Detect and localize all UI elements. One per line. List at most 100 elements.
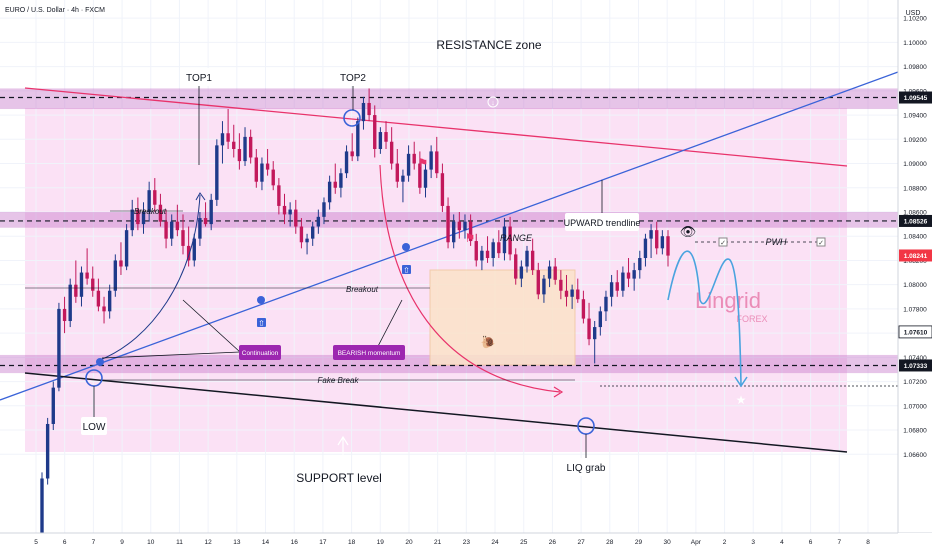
candle-body xyxy=(525,250,529,267)
candle-body xyxy=(68,284,72,322)
bearish-pointer xyxy=(374,299,403,353)
candle-body xyxy=(203,218,208,225)
pwh-label: PWH xyxy=(766,237,787,247)
arrow-up-icon-2 xyxy=(402,265,411,274)
candle-body xyxy=(649,230,653,239)
eye-icon: 👁 xyxy=(680,224,697,239)
candle-body xyxy=(384,132,388,142)
candle-body xyxy=(57,308,61,388)
candle-body xyxy=(570,289,574,297)
candle-body xyxy=(615,282,619,291)
y-tick-label: 1.09400 xyxy=(903,113,927,120)
top2-circle xyxy=(343,109,361,127)
candle-body xyxy=(119,260,123,267)
y-tick-label: 1.10200 xyxy=(903,16,927,23)
candle-body xyxy=(485,250,490,259)
candle-body xyxy=(378,132,383,149)
candle-body xyxy=(260,163,264,182)
candle-body xyxy=(666,236,670,256)
candle-body xyxy=(344,151,349,174)
star-icon: ★ xyxy=(736,393,747,407)
y-tick-label: 1.10000 xyxy=(903,40,927,47)
candle-body xyxy=(643,238,648,259)
upward-trendline-badge xyxy=(565,213,639,231)
support-arrow-head xyxy=(337,435,349,446)
x-tick-label: 17 xyxy=(319,539,327,546)
x-tick-label: 29 xyxy=(635,539,643,546)
y-tick-label: 1.07200 xyxy=(903,379,927,386)
x-tick-label: 13 xyxy=(233,539,241,546)
arrow-up-glyph-1: ⇧ xyxy=(258,319,265,328)
candle-body xyxy=(158,204,163,222)
candle-body xyxy=(497,242,501,254)
y-tick-label: 1.08400 xyxy=(903,234,927,241)
symbol-title: EURO / U.S. Dollar · 4h · FXCM xyxy=(5,7,105,14)
candle-body xyxy=(198,218,202,239)
candle-body xyxy=(339,173,343,188)
x-axis-ticks: 5 6 7 9 10 11 12 13 14 16 17 18 19 20 21 23 24 25 26 27 28 29… xyxy=(34,539,870,546)
candle-body xyxy=(327,181,332,203)
x-tick-label: 10 xyxy=(147,539,155,546)
candle-body xyxy=(107,290,112,312)
continuation-badge xyxy=(239,345,281,360)
candle-body xyxy=(113,260,118,291)
candle-body xyxy=(220,133,225,146)
support-level-label: SUPPORT level xyxy=(296,471,382,485)
candle-body xyxy=(609,282,614,297)
candle-body xyxy=(367,102,371,116)
continuation-label: Continuation xyxy=(242,350,279,357)
x-tick-label: 7 xyxy=(837,539,841,546)
y-tick-label: 1.06600 xyxy=(903,452,927,459)
candle-body xyxy=(147,190,151,212)
check-icon-left xyxy=(718,237,728,247)
continuation-pointer-2 xyxy=(101,351,241,359)
candle-body xyxy=(62,308,67,322)
x-tick-label: 18 xyxy=(348,539,356,546)
candle-body xyxy=(79,272,84,297)
x-tick-label: 27 xyxy=(577,539,585,546)
candle-body xyxy=(553,266,557,280)
price-badge-label: 1.07610 xyxy=(904,329,928,336)
bearish-arrow xyxy=(379,164,561,393)
candle-body xyxy=(576,289,580,300)
candle-body xyxy=(40,478,44,540)
y-tick-label: 1.07800 xyxy=(903,306,927,313)
continuation-pointer-1 xyxy=(182,299,241,353)
candle-body xyxy=(311,226,315,239)
price-badge xyxy=(898,325,932,339)
projection-arrow-head xyxy=(734,376,748,388)
range-box xyxy=(429,269,576,366)
candle-body xyxy=(452,221,456,243)
candle-body xyxy=(124,230,129,267)
candle-body xyxy=(395,163,399,182)
fake-break-label: Fake Break xyxy=(318,376,360,385)
candle-body xyxy=(85,272,89,279)
trend-touch-2 xyxy=(402,243,410,251)
x-tick-label: 19 xyxy=(377,539,385,546)
check-glyph-left: ✓ xyxy=(720,240,726,247)
price-axis[interactable] xyxy=(898,0,932,550)
x-tick-label: 8 xyxy=(866,539,870,546)
time-axis[interactable] xyxy=(0,533,898,550)
candle-body xyxy=(389,141,394,164)
candle-body xyxy=(350,151,354,157)
candle-body xyxy=(170,221,174,239)
candle-body xyxy=(514,254,518,279)
candle-body xyxy=(299,226,304,243)
x-tick-label: 12 xyxy=(205,539,213,546)
x-tick-label: 7 xyxy=(92,539,96,546)
y-tick-label: 1.09000 xyxy=(903,161,927,168)
upward-trendline-label: UPWARD trendline xyxy=(564,218,641,228)
snail-icon: 🐌 xyxy=(481,335,496,349)
resistance-zone-label: RESISTANCE zone xyxy=(436,38,541,52)
candle-body xyxy=(559,279,563,291)
candle-body xyxy=(660,236,665,249)
bearish-momentum-badge xyxy=(333,345,405,360)
y-tick-label: 1.09800 xyxy=(903,64,927,71)
support-trendline xyxy=(24,372,848,453)
candle-body xyxy=(96,290,101,307)
candle-body xyxy=(305,238,309,243)
price-badges: 1.09545 1.08526 1.08241 1.07610 1.07333 xyxy=(898,91,932,372)
